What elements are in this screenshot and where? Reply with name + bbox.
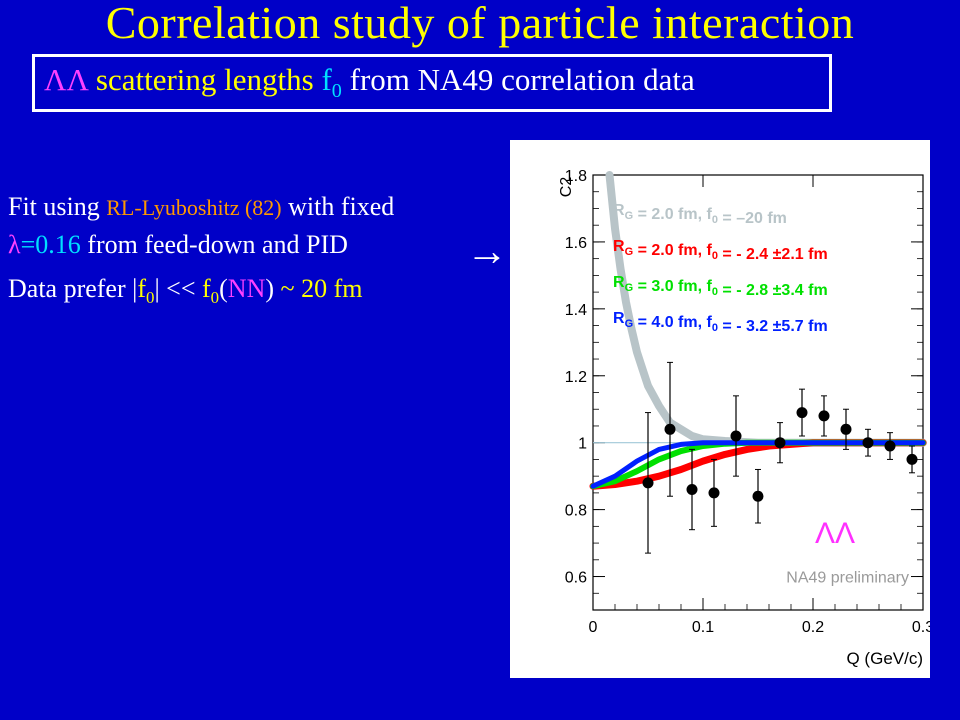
y-tick-label: 1.4 <box>565 302 587 319</box>
subtitle-text: scattering lengths <box>95 62 314 97</box>
data-point <box>686 484 698 496</box>
data-point <box>642 477 654 489</box>
data-point <box>774 437 786 449</box>
x-tick-label: 0.2 <box>802 619 824 636</box>
y-tick-label: 1.6 <box>565 235 587 252</box>
y-tick-label: 1 <box>578 436 587 453</box>
y-tick-label: 0.6 <box>565 570 587 587</box>
data-point <box>752 490 764 502</box>
legend-entry-3: RG = 3.0 fm, f0 = - 2.8 ±3.4 fm <box>613 274 828 299</box>
series-curve-4 <box>590 440 926 489</box>
y-tick-label: 1.2 <box>565 369 587 386</box>
legend-entry-1: RG = 2.0 fm, f0 = –20 fm <box>613 202 787 227</box>
x-tick-label: 0.3 <box>912 619 930 636</box>
plot-frame <box>592 174 924 611</box>
f0-nn-symbol: f0 <box>202 274 220 308</box>
data-point <box>730 430 742 442</box>
y-tick-label: 1.8 <box>565 168 587 185</box>
correlation-chart: 0.6 0.8 1 1.2 1.4 1.6 1.8 0 0.1 0.2 0.3 Q (GeV/c) C2… <box>510 140 934 678</box>
preliminary-label: NA49 preliminary <box>786 570 909 587</box>
nn-label: NN <box>227 274 266 303</box>
data-point <box>818 410 830 422</box>
y-tick-label: 0.8 <box>565 503 587 520</box>
data-point <box>862 437 874 449</box>
x-axis-label: Q (GeV/c) <box>846 649 923 668</box>
page-title: Correlation study of particle interactio… <box>105 0 855 48</box>
data-point <box>708 487 720 499</box>
subtitle-f: f0 <box>321 62 342 103</box>
lambda-lambda-label: ΛΛ <box>815 517 855 550</box>
nn-value: ~ 20 fm <box>274 274 363 303</box>
subtitle-box <box>32 54 832 112</box>
fit-line-1: Fit using RL-Lyuboshitz (82) with fixed <box>8 192 394 222</box>
subtitle-lambda: ΛΛ <box>44 62 89 97</box>
right-arrow-icon: → <box>466 229 508 275</box>
fit-line-3: Data prefer |f0| << f0(NN) ~ 20 fm <box>8 274 363 308</box>
f0-symbol: f0 <box>137 274 155 308</box>
fit-with-fixed: with fixed <box>288 192 395 221</box>
legend-entry-4: RG = 4.0 fm, f0 = - 3.2 ±5.7 fm <box>613 310 828 335</box>
data-point <box>906 453 918 465</box>
x-tick-label: 0.1 <box>692 619 714 636</box>
subtitle: ΛΛ scattering lengths f0 from NA49 corre… <box>44 62 695 103</box>
data-point <box>796 407 808 419</box>
data-point <box>840 423 852 435</box>
lambda-value: =0.16 <box>20 230 81 259</box>
fit-reference: RL-Lyuboshitz (82) <box>106 195 282 220</box>
x-tick-label: 0 <box>589 619 598 636</box>
y-axis-label: C2 <box>558 177 575 198</box>
fit-line-2: λ=0.16 from feed-down and PID <box>8 230 348 260</box>
data-point <box>664 423 676 435</box>
legend-entry-2: RG = 2.0 fm, f0 = - 2.4 ±2.1 fm <box>613 238 828 263</box>
lambda-symbol: λ <box>8 230 21 259</box>
lambda-source: from feed-down and PID <box>87 230 348 259</box>
fit-using-label: Fit using <box>8 192 100 221</box>
subtitle-rest: from NA49 correlation data <box>349 62 695 97</box>
data-point <box>884 440 896 452</box>
chart-svg: 0.6 0.8 1 1.2 1.4 1.6 1.8 0 0.1 0.2 0.3 Q (GeV/c) C2… <box>558 168 934 668</box>
